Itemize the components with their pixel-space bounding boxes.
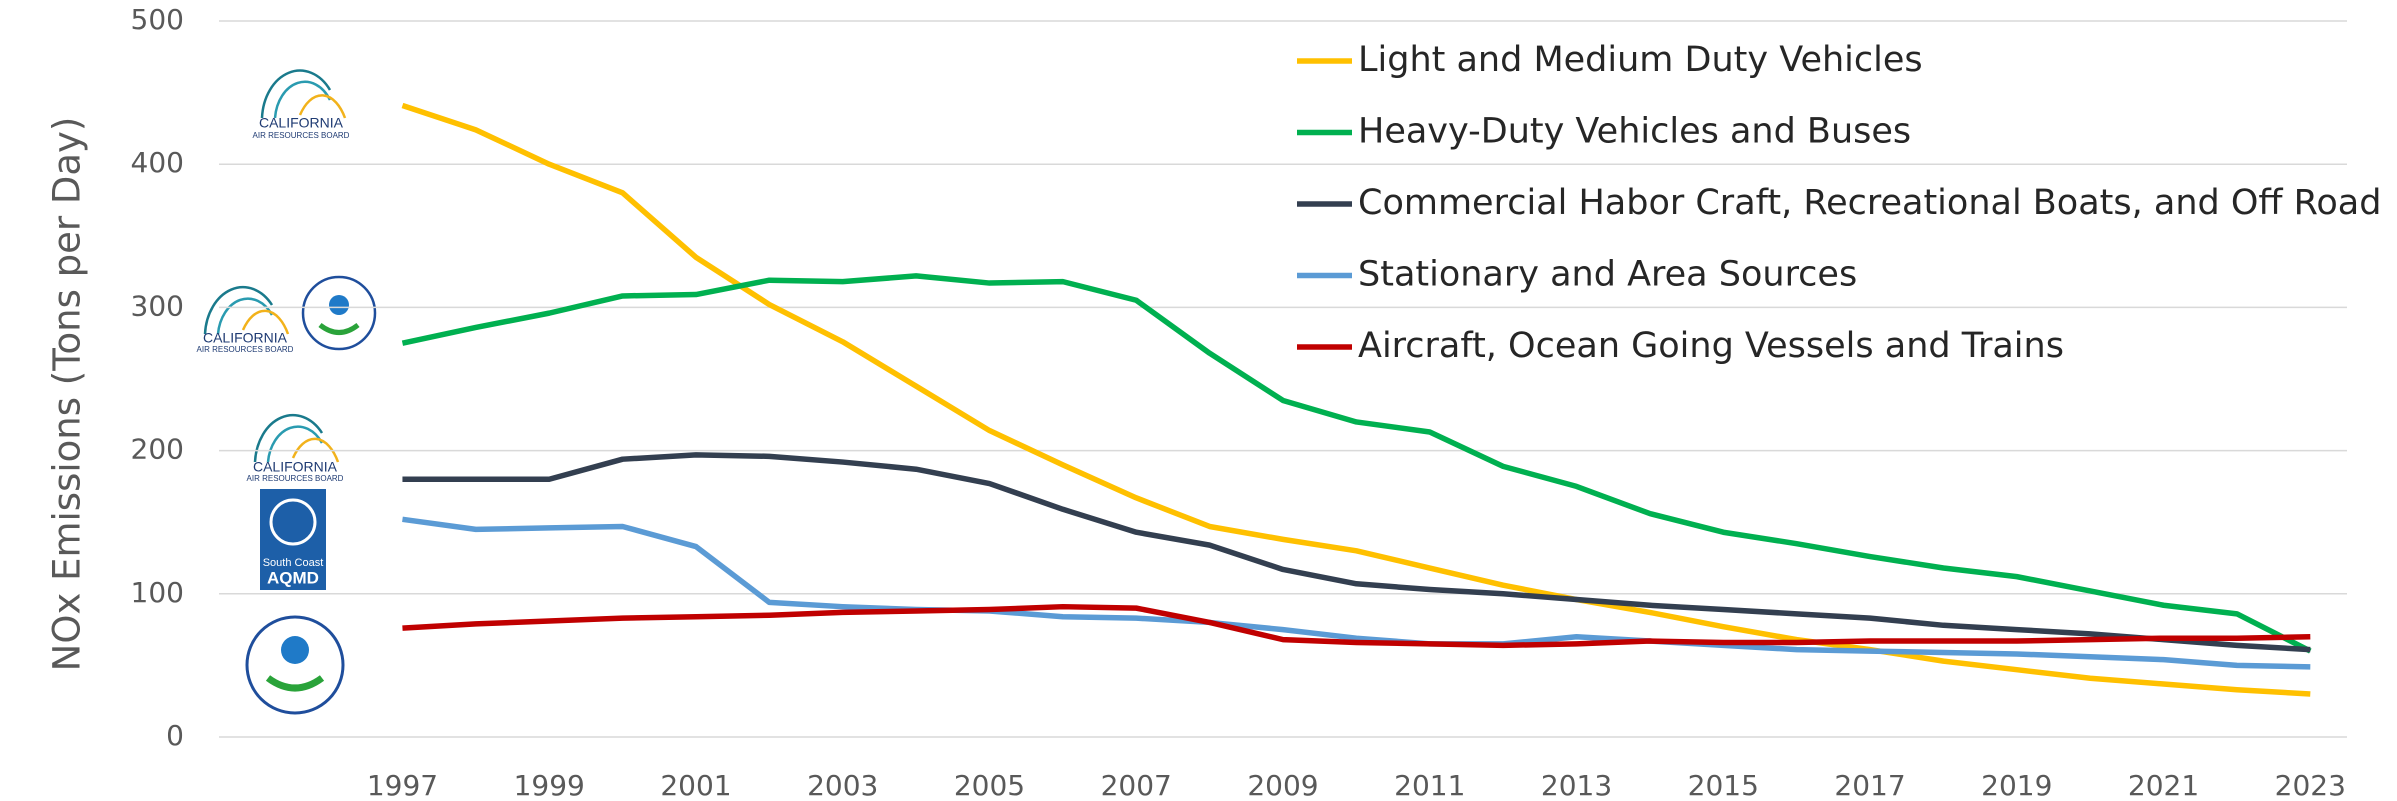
legend-label: Heavy-Duty Vehicles and Buses xyxy=(1358,112,1911,152)
carb-logo: CALIFORNIA AIR RESOURCES BOARD xyxy=(247,413,344,483)
x-tick-label: 2015 xyxy=(1688,769,1759,801)
logo-text: AIR RESOURCES BOARD xyxy=(253,131,350,140)
x-tick-label: 2001 xyxy=(660,769,731,801)
line xyxy=(402,516,2311,670)
x-tick-label: 2019 xyxy=(1981,769,2052,801)
logo-text: CALIFORNIA xyxy=(253,459,338,475)
x-tick-label: 2003 xyxy=(807,769,878,801)
legend-label: Commercial Habor Craft, Recreational Boa… xyxy=(1358,183,2381,223)
carb-logo: CALIFORNIA AIR RESOURCES BOARD xyxy=(253,69,350,140)
x-tick-label: 2021 xyxy=(2128,769,2199,801)
x-tick-label: 2023 xyxy=(2275,769,2346,801)
x-tick-label: 2007 xyxy=(1101,769,1172,801)
x-tick-label: 2013 xyxy=(1541,769,1612,801)
logo-text: AQMD xyxy=(267,568,319,587)
line xyxy=(401,102,2311,697)
y-tick-label: 0 xyxy=(166,719,184,752)
epa-logo xyxy=(245,615,345,715)
carb-logo: CALIFORNIA AIR RESOURCES BOARD xyxy=(197,275,377,354)
y-tick-label: 200 xyxy=(131,433,184,466)
x-tick-label: 1999 xyxy=(514,769,585,801)
logo-text: South Coast xyxy=(263,557,324,569)
y-tick-label: 100 xyxy=(131,576,184,609)
logo-text: AIR RESOURCES BOARD xyxy=(197,345,294,354)
y-axis-title: NOx Emissions (Tons per Day) xyxy=(46,117,89,672)
x-tick-label: 2011 xyxy=(1394,769,1465,801)
legend-label: Light and Medium Duty Vehicles xyxy=(1358,40,1923,80)
legend-label: Aircraft, Ocean Going Vessels and Trains xyxy=(1358,326,2064,366)
aqmd-logo: South Coast AQMD xyxy=(260,489,326,590)
logo-text: CALIFORNIA xyxy=(259,115,344,131)
x-tick-label: 2005 xyxy=(954,769,1025,801)
logo-text: AIR RESOURCES BOARD xyxy=(247,474,344,483)
line xyxy=(402,452,2311,653)
logo-text: CALIFORNIA xyxy=(203,330,288,346)
y-tick-label: 500 xyxy=(131,3,184,36)
legend-label: Stationary and Area Sources xyxy=(1358,255,1857,295)
logos: CALIFORNIA AIR RESOURCES BOARD CALIFORNI… xyxy=(197,69,377,715)
line xyxy=(401,273,2312,654)
x-tick-label: 1997 xyxy=(367,769,438,801)
line xyxy=(402,603,2311,649)
x-tick-label: 2009 xyxy=(1247,769,1318,801)
x-tick-label: 2017 xyxy=(1834,769,1905,801)
y-tick-label: 400 xyxy=(131,146,184,179)
y-tick-label: 300 xyxy=(131,289,184,322)
